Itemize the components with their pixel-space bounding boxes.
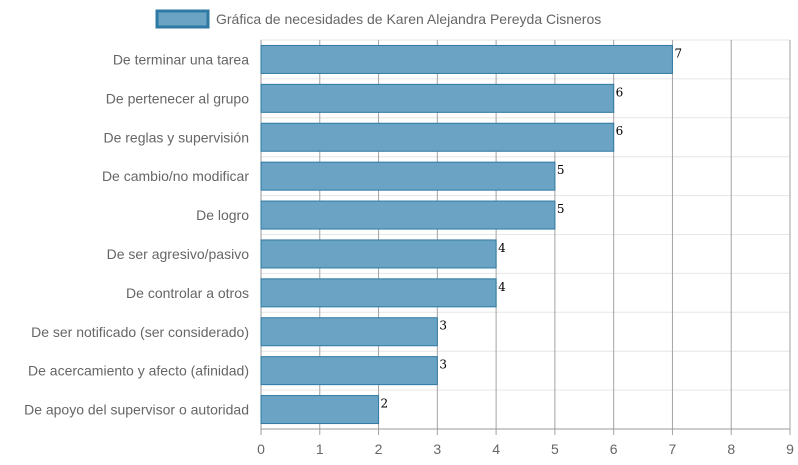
data-label: 4 [498,241,506,255]
x-tick-label: 1 [316,441,324,457]
bar[interactable] [260,200,556,230]
data-label: 3 [439,358,447,372]
category-label: De ser agresivo/pasivo [107,246,250,262]
bars [260,44,673,425]
bar[interactable] [260,83,615,113]
bar[interactable] [260,317,438,347]
x-tick-label: 0 [257,441,265,457]
category-label: De pertenecer al grupo [106,90,249,106]
category-label: De apoyo del supervisor o autoridad [24,402,249,418]
bar[interactable] [260,122,615,152]
data-label: 7 [674,46,682,60]
category-label: De acercamiento y afecto (afinidad) [28,363,249,379]
legend-swatch [155,9,210,29]
x-tick-label: 9 [786,441,794,457]
x-tick-label: 3 [433,441,441,457]
x-tick-label: 4 [492,441,500,457]
data-label: 5 [557,163,565,177]
data-label: 3 [439,319,447,333]
data-label: 5 [557,202,565,216]
bar[interactable] [260,161,556,191]
x-tick-label: 7 [669,441,677,457]
data-label: 4 [498,280,506,294]
legend[interactable]: Gráfica de necesidades de Karen Alejandr… [155,9,601,29]
bar[interactable] [260,356,438,386]
bar[interactable] [260,239,497,269]
category-labels: De terminar una tarea De pertenecer al gr… [24,51,249,417]
data-label: 2 [381,397,389,411]
x-tick-label: 8 [727,441,735,457]
category-label: De cambio/no modificar [102,168,249,184]
x-tick-label: 6 [610,441,618,457]
legend-label: Gráfica de necesidades de Karen Alejandr… [216,11,601,27]
x-tick-label: 2 [375,441,383,457]
category-label: De ser notificado (ser considerado) [31,324,249,340]
bar[interactable] [260,44,673,74]
x-tick-label: 5 [551,441,559,457]
category-label: De terminar una tarea [113,51,249,67]
bar[interactable] [260,395,380,425]
data-labels: 7 6 6 5 5 4 4 3 3 2 [381,46,683,410]
category-label: De logro [196,207,249,223]
category-label: De controlar a otros [126,285,249,301]
category-label: De reglas y supervisión [103,129,249,145]
bar[interactable] [260,278,497,308]
data-label: 6 [616,124,624,138]
data-label: 6 [616,85,624,99]
x-axis-ticks: 0 1 2 3 4 5 6 7 8 9 [257,441,794,457]
